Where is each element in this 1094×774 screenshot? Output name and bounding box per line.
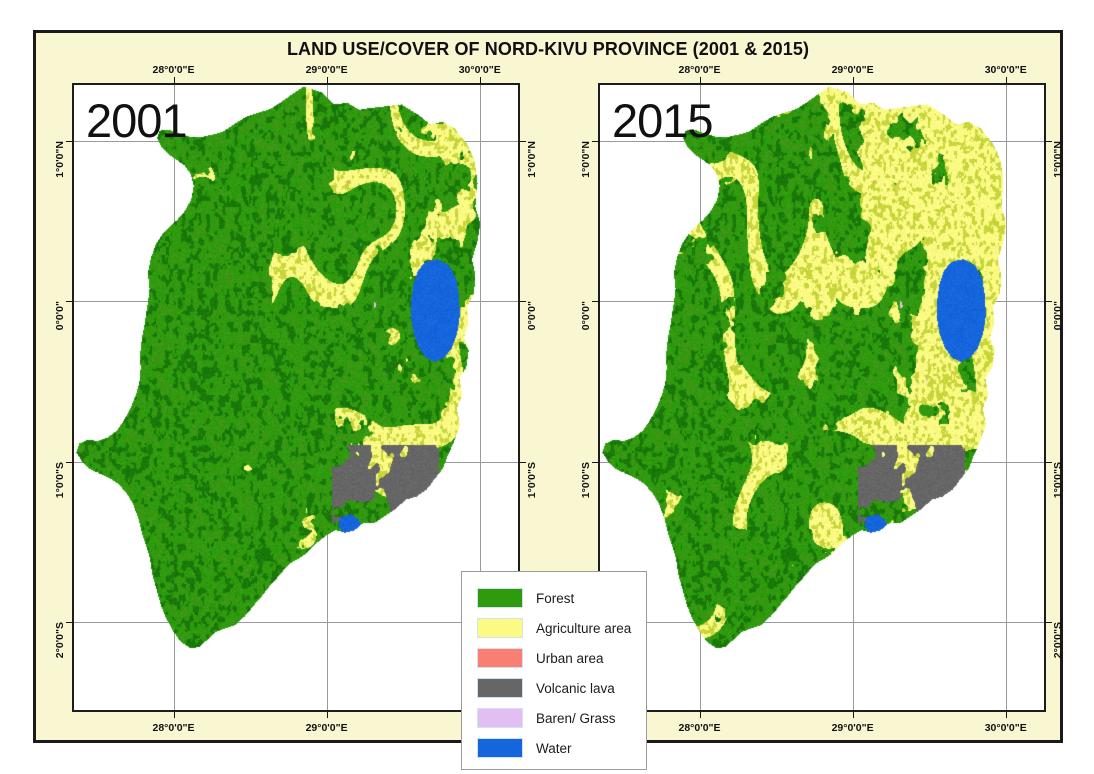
legend-label-baren-grass: Baren/ Grass [536,710,616,726]
map-panel-2001[interactable]: 2001 28°0'0"E 28°0'0"E 29°0'0"E 29°0'0"E 30°… [54,64,538,734]
axis-label-longitude-bottom: 29°0'0"E [305,722,348,734]
axis-label-longitude-top: 29°0'0"E [305,64,348,76]
legend-item-volcanic-lava[interactable]: Volcanic lava [462,673,646,703]
axis-tick-longitude [699,712,701,718]
axis-label-longitude-top: 28°0'0"E [152,64,195,76]
axis-label-latitude-right: 1°0'0"S [1052,461,1064,498]
axis-tick-latitude [66,621,72,623]
legend-label-forest: Forest [536,590,575,606]
legend[interactable]: Forest Agriculture area Urban area Volca… [461,571,647,770]
axis-label-longitude-top: 28°0'0"E [678,64,721,76]
axis-tick-latitude [520,461,526,463]
panel-2015-year-label: 2015 [612,94,714,147]
axis-tick-latitude [1046,461,1052,463]
legend-label-agriculture-area: Agriculture area [536,620,632,636]
axis-label-longitude-bottom: 29°0'0"E [831,722,874,734]
axis-label-latitude-left: 2°0'0"S [54,621,66,659]
legend-swatch-forest [477,588,523,608]
axis-label-latitude-left: 1°0'0"N [54,141,66,178]
axis-tick-latitude [592,301,598,303]
axis-tick-latitude [520,301,526,303]
legend-swatch-agriculture-area [477,618,523,638]
axis-tick-longitude [173,712,175,718]
axis-tick-latitude [1046,621,1052,623]
axis-tick-latitude [66,141,72,143]
axis-label-latitude-right: 1°0'0"N [1052,141,1064,178]
axis-label-longitude-top: 29°0'0"E [831,64,874,76]
legend-label-volcanic-lava: Volcanic lava [536,680,615,696]
axis-tick-longitude [173,77,175,83]
legend-item-baren-grass[interactable]: Baren/ Grass [462,703,646,733]
landcover-raster-2001 [74,85,518,710]
axis-label-latitude-left: 0°0'0" [54,301,66,331]
legend-swatch-water [477,738,523,758]
axis-label-latitude-right: 2°0'0"S [1052,621,1064,659]
axis-tick-latitude [592,461,598,463]
axis-tick-longitude [326,77,328,83]
axis-label-latitude-left: 0°0'0" [580,301,592,331]
axis-tick-longitude [326,712,328,718]
axis-tick-latitude [520,141,526,143]
axis-label-latitude-left: 1°0'0"S [54,461,66,498]
panel-2001-frame [72,83,520,712]
legend-swatch-volcanic-lava [477,678,523,698]
map-panel-2015[interactable]: 2015 28°0'0"E 28°0'0"E 29°0'0"E 29°0'0"E 30°… [580,64,1064,734]
legend-swatch-urban-area [477,648,523,668]
axis-tick-longitude [1005,77,1007,83]
axis-tick-longitude [479,77,481,83]
panel-2001-year-label: 2001 [86,94,188,147]
legend-label-urban-area: Urban area [536,650,604,666]
axis-label-latitude-right: 1°0'0"S [526,461,538,498]
axis-label-latitude-left: 1°0'0"N [580,141,592,178]
map-outer-frame: LAND USE/COVER OF NORD-KIVU PROVINCE (20… [33,30,1064,770]
axis-tick-longitude [699,77,701,83]
axis-tick-longitude [852,712,854,718]
legend-label-water: Water [536,740,572,756]
axis-label-longitude-bottom: 30°0'0"E [984,722,1027,734]
axis-label-longitude-bottom: 28°0'0"E [678,722,721,734]
axis-label-longitude-bottom: 28°0'0"E [152,722,195,734]
legend-item-urban-area[interactable]: Urban area [462,643,646,673]
axis-tick-longitude [1005,712,1007,718]
axis-label-longitude-top: 30°0'0"E [984,64,1027,76]
legend-item-forest[interactable]: Forest [462,583,646,613]
axis-tick-latitude [1046,301,1052,303]
axis-label-latitude-right: 1°0'0"N [526,141,538,178]
axis-tick-latitude [66,301,72,303]
landcover-raster-2015 [600,85,1044,710]
axis-tick-longitude [852,77,854,83]
axis-label-longitude-top: 30°0'0"E [458,64,501,76]
page-title: LAND USE/COVER OF NORD-KIVU PROVINCE (20… [286,39,810,59]
axis-label-latitude-left: 1°0'0"S [580,461,592,498]
legend-item-water[interactable]: Water [462,733,646,763]
axis-label-latitude-right: 0°0'0" [526,301,538,331]
axis-tick-latitude [592,141,598,143]
axis-label-latitude-right: 0°0'0" [1052,301,1064,331]
legend-item-agriculture-area[interactable]: Agriculture area [462,613,646,643]
axis-tick-latitude [1046,141,1052,143]
axis-tick-latitude [66,461,72,463]
legend-swatch-baren-grass [477,708,523,728]
panel-2015-frame [598,83,1046,712]
